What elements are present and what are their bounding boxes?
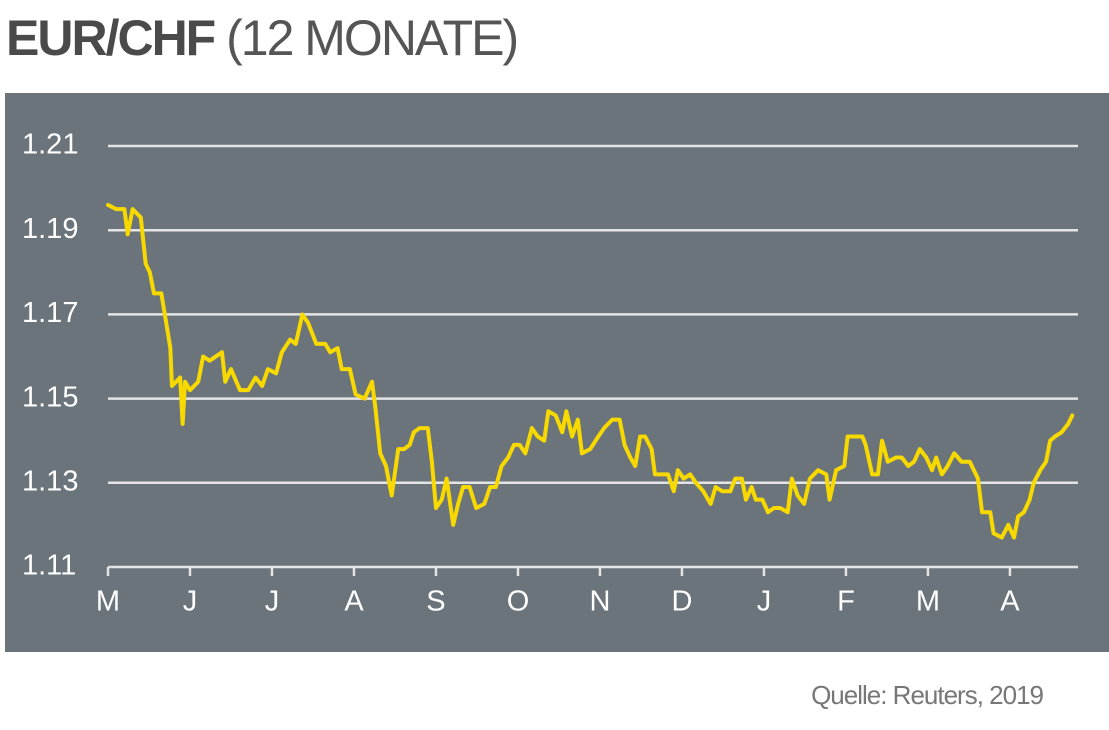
x-tick-label: J bbox=[757, 586, 772, 618]
chart-heading: EUR/CHF (12 MONATE) bbox=[6, 10, 517, 66]
chart-title: EUR/CHF bbox=[6, 10, 215, 66]
plot-background bbox=[5, 93, 1109, 652]
x-tick-label: J bbox=[183, 586, 198, 618]
y-tick-label: 1.21 bbox=[22, 129, 78, 161]
x-tick-label: A bbox=[1000, 586, 1020, 618]
x-tick-label: O bbox=[507, 586, 530, 618]
x-tick-label: D bbox=[671, 586, 692, 618]
y-tick-label: 1.19 bbox=[22, 213, 78, 245]
chart-subtitle: (12 MONATE) bbox=[226, 10, 517, 66]
source-note: Quelle: Reuters, 2019 bbox=[811, 680, 1043, 710]
x-tick-label: F bbox=[837, 586, 855, 618]
y-tick-label: 1.11 bbox=[22, 550, 76, 582]
price-line bbox=[106, 202, 1075, 540]
y-tick-label: 1.17 bbox=[22, 297, 78, 329]
x-tick-label: M bbox=[916, 586, 940, 618]
x-tick-label: S bbox=[426, 586, 445, 618]
y-tick-label: 1.15 bbox=[22, 381, 78, 413]
x-tick-label: A bbox=[344, 586, 364, 618]
y-tick-label: 1.13 bbox=[22, 465, 78, 497]
x-tick-label: J bbox=[265, 586, 280, 618]
x-tick-label: N bbox=[589, 586, 610, 618]
x-tick-label: M bbox=[96, 586, 120, 618]
